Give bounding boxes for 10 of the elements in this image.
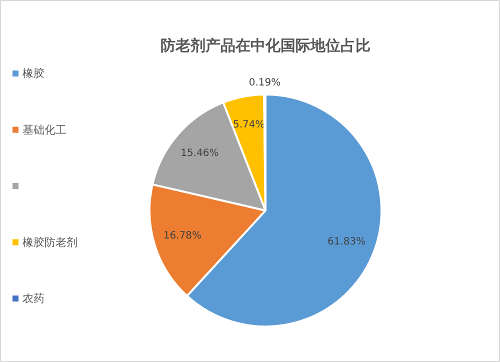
data-label: 5.74% [232, 120, 265, 131]
chart-title: 防老剂产品在中化国际地位占比 [160, 36, 370, 54]
legend-label: 基础化工 [22, 123, 66, 136]
legend-label: 农药 [22, 292, 44, 305]
data-label: 61.83% [327, 236, 366, 248]
legend-label: 橡胶 [22, 67, 44, 80]
data-label: 15.46% [180, 148, 219, 160]
legend-label: 橡胶防老剂 [22, 236, 78, 249]
data-label: 0.19% [248, 77, 281, 88]
data-label: 16.78% [163, 230, 202, 242]
